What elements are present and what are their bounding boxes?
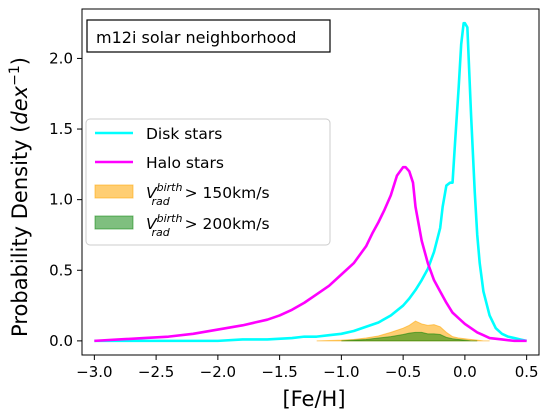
legend-150-sup: birth [157, 181, 183, 194]
y-tick-label: 1.0 [49, 191, 73, 209]
legend-200-sub: rad [151, 226, 170, 239]
legend-200-v: V [146, 215, 158, 233]
y-axis-title-main: Probability Density ( [8, 125, 32, 337]
y-axis-title-unit: dex [8, 85, 32, 124]
plot-layer [94, 21, 527, 343]
x-tick-label: −2.0 [200, 363, 236, 381]
plot-frame [81, 8, 540, 356]
legend-halo-label: Halo stars [146, 154, 224, 172]
y-axis-title: Probability Density (dex−1) [7, 57, 32, 337]
y-tick-label: 0.0 [49, 332, 73, 350]
x-axis-title: [Fe/H] [282, 387, 345, 411]
ticks-layer: −3.0 −2.5 −2.0 −1.5 −1.0 −0.5 0.0 0.5 0.0 0.5 1.0 1… [49, 49, 538, 381]
area-v-rad-birth-150km-s [316, 320, 490, 342]
y-axis-title-exp: −1 [7, 65, 23, 86]
legend-200-sup: birth [157, 212, 183, 225]
legend-200-label: Vbirth rad > 200km/s [146, 212, 270, 239]
annotation-box: m12i solar neighborhood [86, 19, 331, 53]
x-tick-label: −1.5 [261, 363, 297, 381]
x-tick-label: −2.5 [138, 363, 174, 381]
legend: Disk stars Halo stars Vbirth rad > 150km/… [85, 118, 331, 246]
x-tick-label: −1.0 [323, 363, 359, 381]
annotation-text: m12i solar neighborhood [96, 28, 296, 47]
legend-150-label: Vbirth rad > 150km/s [146, 181, 270, 208]
y-tick-label: 2.0 [49, 49, 73, 67]
x-tick-label: 0.0 [453, 363, 477, 381]
x-tick-label: −0.5 [385, 363, 421, 381]
legend-disk-label: Disk stars [146, 125, 222, 143]
legend-frame [85, 118, 331, 246]
y-tick-label: 0.5 [49, 261, 73, 279]
legend-150-v: V [146, 184, 158, 202]
line-disk-stars [94, 21, 527, 343]
legend-150-sub: rad [151, 195, 170, 208]
legend-200-swatch [94, 215, 134, 230]
y-axis-title-close: ) [8, 57, 32, 65]
y-tick-label: 1.5 [49, 120, 73, 138]
legend-150-swatch [94, 184, 134, 199]
legend-150-rest: > 150km/s [180, 184, 270, 202]
x-tick-label: −3.0 [76, 363, 112, 381]
line-halo-stars [94, 165, 527, 343]
x-tick-label: 0.5 [515, 363, 539, 381]
area-v-rad-birth-200km-s [341, 331, 478, 342]
annotation-frame [86, 19, 331, 53]
legend-200-rest: > 200km/s [180, 215, 270, 233]
